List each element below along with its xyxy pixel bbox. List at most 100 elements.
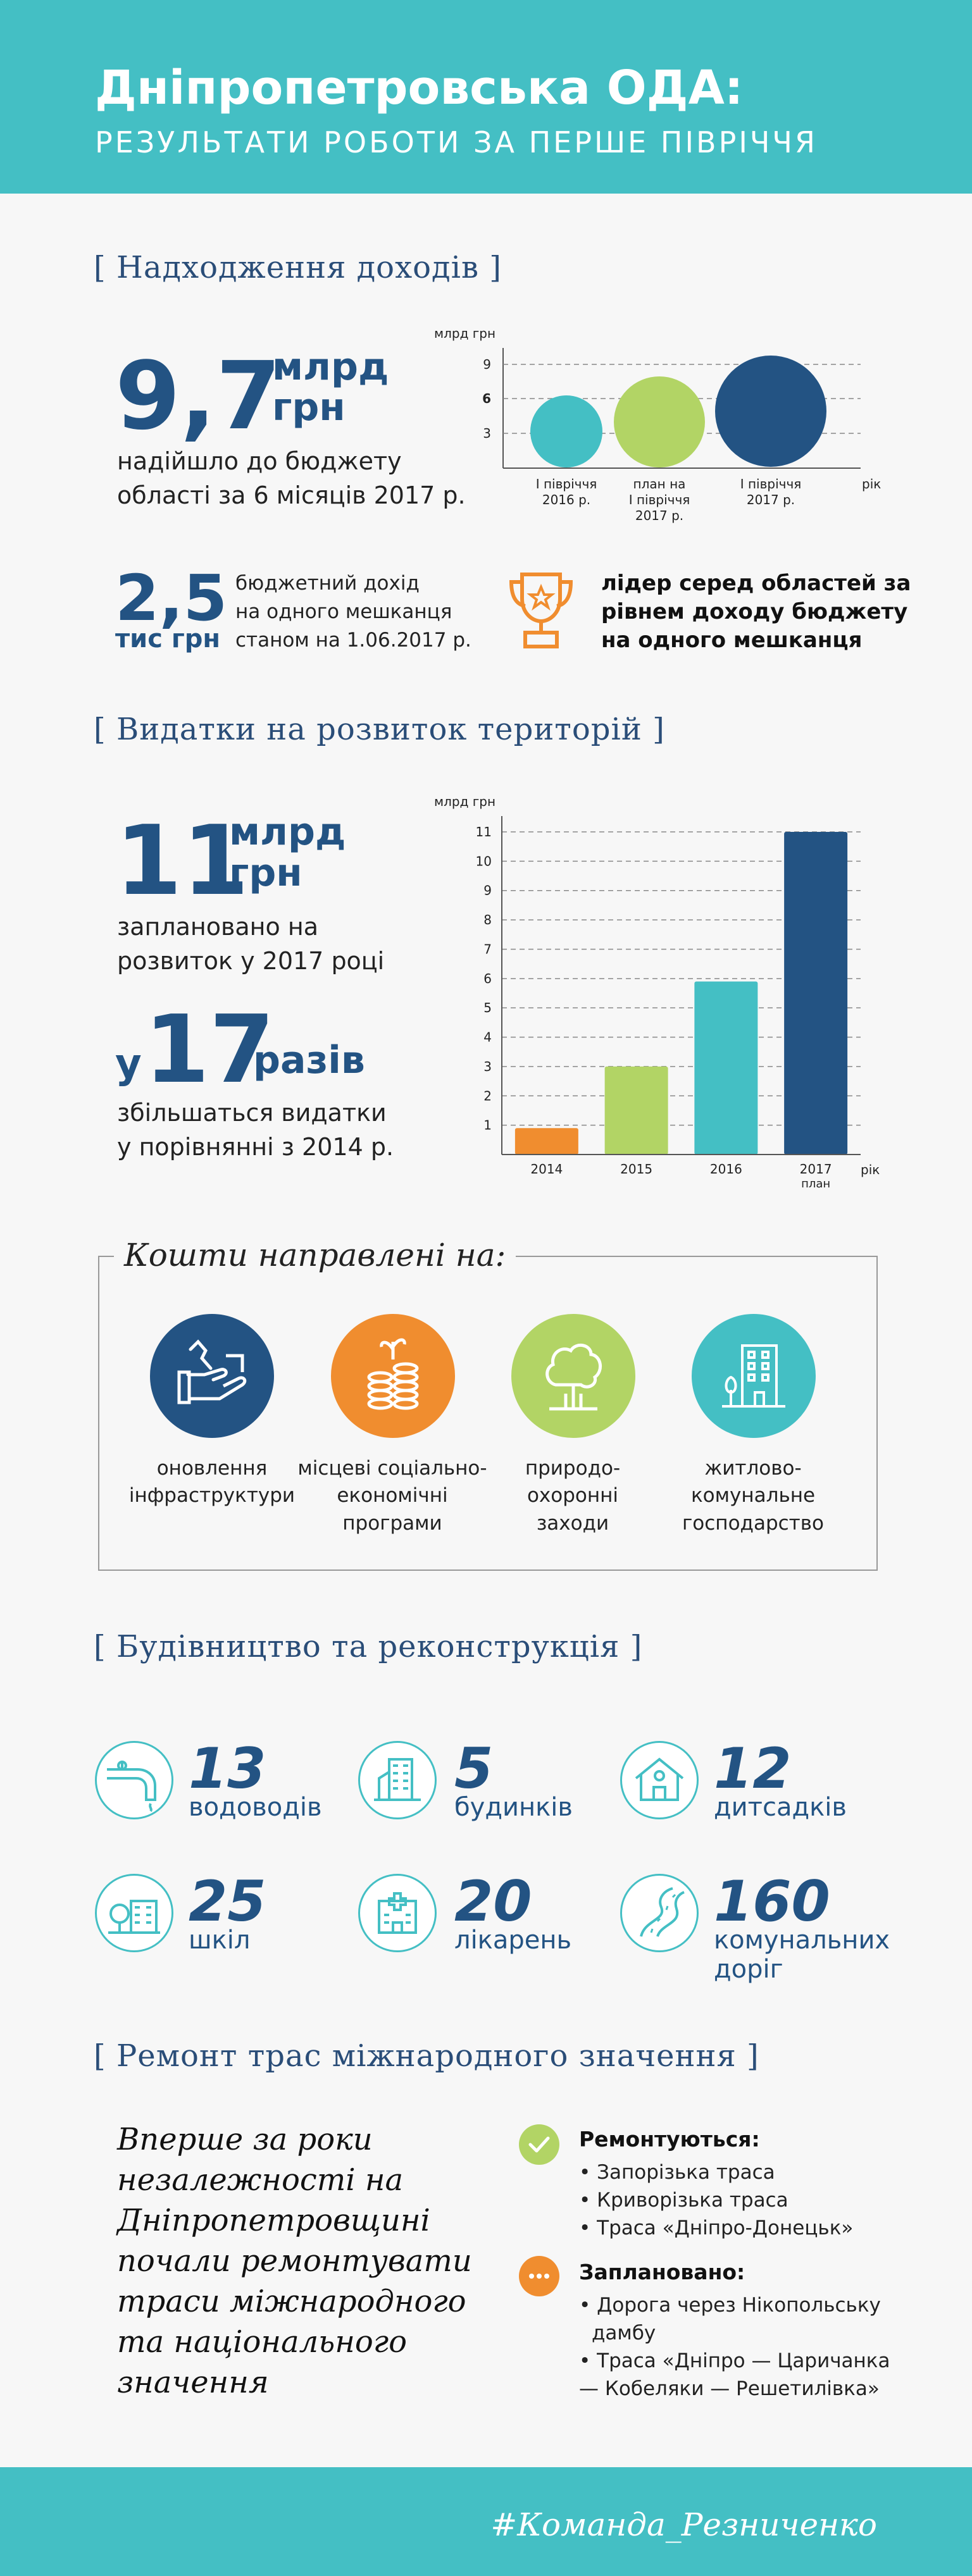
repairing-list: • Запорізька траса • Криворізька траса •…	[579, 2158, 853, 2242]
income-xlabel: І півріччя	[629, 492, 690, 507]
tree-icon	[545, 1344, 602, 1411]
building-icon	[722, 1344, 785, 1408]
list-item: дамбу	[592, 2322, 656, 2344]
page-subtitle: РЕЗУЛЬТАТИ РОБОТИ ЗА ПЕРШЕ ПІВРІЧЧЯ	[95, 125, 818, 159]
construction-icon-ring	[620, 1874, 699, 1952]
construction-icon-ring	[620, 1741, 699, 1819]
hospital-icon	[378, 1892, 417, 1934]
construction-icon-ring	[95, 1874, 173, 1952]
times-number: 17	[144, 995, 275, 1104]
construction-number: 13	[189, 1736, 266, 1801]
construction-unit: шкіл	[189, 1926, 251, 1955]
leader-text-3: на одного мешканця	[601, 628, 863, 653]
bar-chart-category-label: 2014	[530, 1161, 563, 1177]
per-capita-desc-1: бюджетний дохід	[235, 572, 420, 595]
spending-desc-1: заплановано на	[117, 913, 318, 941]
house-building-icon	[374, 1758, 421, 1801]
footer-banner	[0, 2467, 972, 2576]
leader-text-1: лідер серед областей за	[601, 571, 911, 596]
bar-chart-xlabel: рік	[861, 1162, 880, 1177]
construction-icon-ring	[95, 1741, 173, 1819]
bar-2017-план	[784, 832, 848, 1155]
bar-chart-tick-label: 8	[483, 912, 492, 927]
water-pipe-icon	[107, 1761, 156, 1812]
construction-icon-ring	[358, 1874, 437, 1952]
per-capita-desc-3: станом на 1.06.2017 р.	[235, 629, 471, 652]
list-item: • Криворізька траса	[579, 2189, 788, 2212]
more-icon	[519, 2256, 559, 2296]
bar-chart-category-label: 2017	[800, 1161, 832, 1177]
bar-chart-tick-label: 2	[483, 1088, 492, 1103]
construction-number: 25	[189, 1869, 266, 1934]
income-xlabel: 2017 р.	[635, 508, 683, 523]
times-desc-1: збільшаться видатки	[117, 1099, 387, 1127]
spending-unit-2: грн	[229, 851, 302, 895]
planned-list: • Дорога через Нікопольську дамбу • Трас…	[579, 2291, 890, 2403]
income-xlabel: 2017 р.	[747, 492, 795, 507]
times-desc-2: у порівнянні з 2014 р.	[117, 1133, 394, 1161]
footer-hashtag: #Команда_Резниченко	[490, 2506, 877, 2543]
fund-label-nature: природо-охоронні заходи	[525, 1457, 621, 1535]
bar-2014	[514, 1128, 578, 1155]
income-bubble-2017	[715, 356, 826, 467]
income-bubble-chart: млрд грн 9 6 3 І півріччя 2016 р. план н…	[434, 326, 881, 523]
bar-chart-tick-label: 7	[483, 941, 492, 957]
school-icon	[108, 1900, 160, 1934]
construction-number: 12	[714, 1736, 792, 1801]
section-title-spending: [ Видатки на розвиток територій ]	[94, 712, 665, 747]
construction-unit: будинків	[454, 1793, 573, 1822]
section-title-roads: [ Ремонт трас міжнародного значення ]	[94, 2038, 759, 2074]
times-prefix: у	[115, 1041, 142, 1087]
bar-chart-tick-label: 11	[476, 824, 492, 839]
income-bubble-plan-2017	[614, 376, 705, 468]
trophy-icon	[509, 573, 573, 648]
roads-quote: Вперше за роки незалежності на Дніпропет…	[117, 2122, 472, 2400]
construction-unit: комунальних	[714, 1926, 890, 1955]
fund-circle-nature	[511, 1314, 635, 1438]
spending-unit-1: млрд	[229, 810, 346, 854]
page-title: Дніпропетровська ОДА:	[95, 61, 744, 115]
bar-chart-category-label: план	[801, 1177, 830, 1191]
income-tick: 9	[483, 357, 491, 372]
bar-chart-tick-label: 10	[476, 853, 492, 869]
coins-plant-icon	[367, 1338, 419, 1410]
bar-2016	[694, 981, 758, 1155]
income-tick: 6	[482, 391, 491, 406]
fund-label-housing: житлово-комунальне господарство	[682, 1457, 824, 1535]
income-unit-2: грн	[272, 385, 346, 430]
construction-unit-2: доріг	[714, 1955, 783, 1984]
bar-chart-tick-label: 9	[483, 883, 492, 898]
repairing-title: Ремонтуються:	[579, 2127, 760, 2152]
spending-bar-chart: млрд грн 1 2 3 4 5 6 7 8 9 10 11 2014 2015 2016 2017пл…	[434, 794, 880, 1191]
leader-text-2: рівнем доходу бюджету	[601, 599, 908, 624]
income-xlabel: І півріччя	[536, 476, 597, 492]
fund-circle-housing	[692, 1314, 816, 1438]
income-xlabel: план на	[633, 476, 686, 492]
header-banner	[0, 0, 972, 194]
road-icon	[640, 1887, 685, 1937]
income-xlabel: І півріччя	[740, 476, 802, 492]
bar-chart-category-label: 2016	[710, 1161, 742, 1177]
planned-title: Заплановано:	[579, 2260, 745, 2284]
section-title-income: [ Надходження доходів ]	[94, 250, 502, 285]
construction-number: 20	[454, 1869, 532, 1934]
bar-chart-tick-label: 5	[483, 1000, 492, 1015]
income-unit-1: млрд	[272, 345, 389, 389]
income-xlabel: 2016 р.	[542, 492, 590, 507]
fund-circle-infrastructure	[150, 1314, 274, 1438]
funds-title: Кошти направлені на:	[114, 1237, 516, 1273]
construction-number: 5	[454, 1736, 494, 1801]
fund-label-social: місцеві соціально-економічні програми	[297, 1457, 487, 1535]
income-bubble-2016	[530, 395, 602, 468]
kindergarten-icon	[635, 1757, 684, 1801]
construction-unit: водоводів	[189, 1793, 322, 1822]
bar-2015	[604, 1066, 668, 1155]
per-capita-amount: 2,5	[115, 561, 228, 635]
construction-number: 160	[714, 1869, 830, 1934]
bar-chart-tick-label: 3	[483, 1059, 492, 1074]
spending-amount: 11	[115, 805, 249, 917]
income-chart-xlabel: рік	[862, 476, 881, 492]
bar-chart-tick-label: 4	[483, 1030, 492, 1045]
wrench-hand-icon	[177, 1339, 247, 1404]
per-capita-desc-2: на одного мешканця	[235, 600, 452, 623]
